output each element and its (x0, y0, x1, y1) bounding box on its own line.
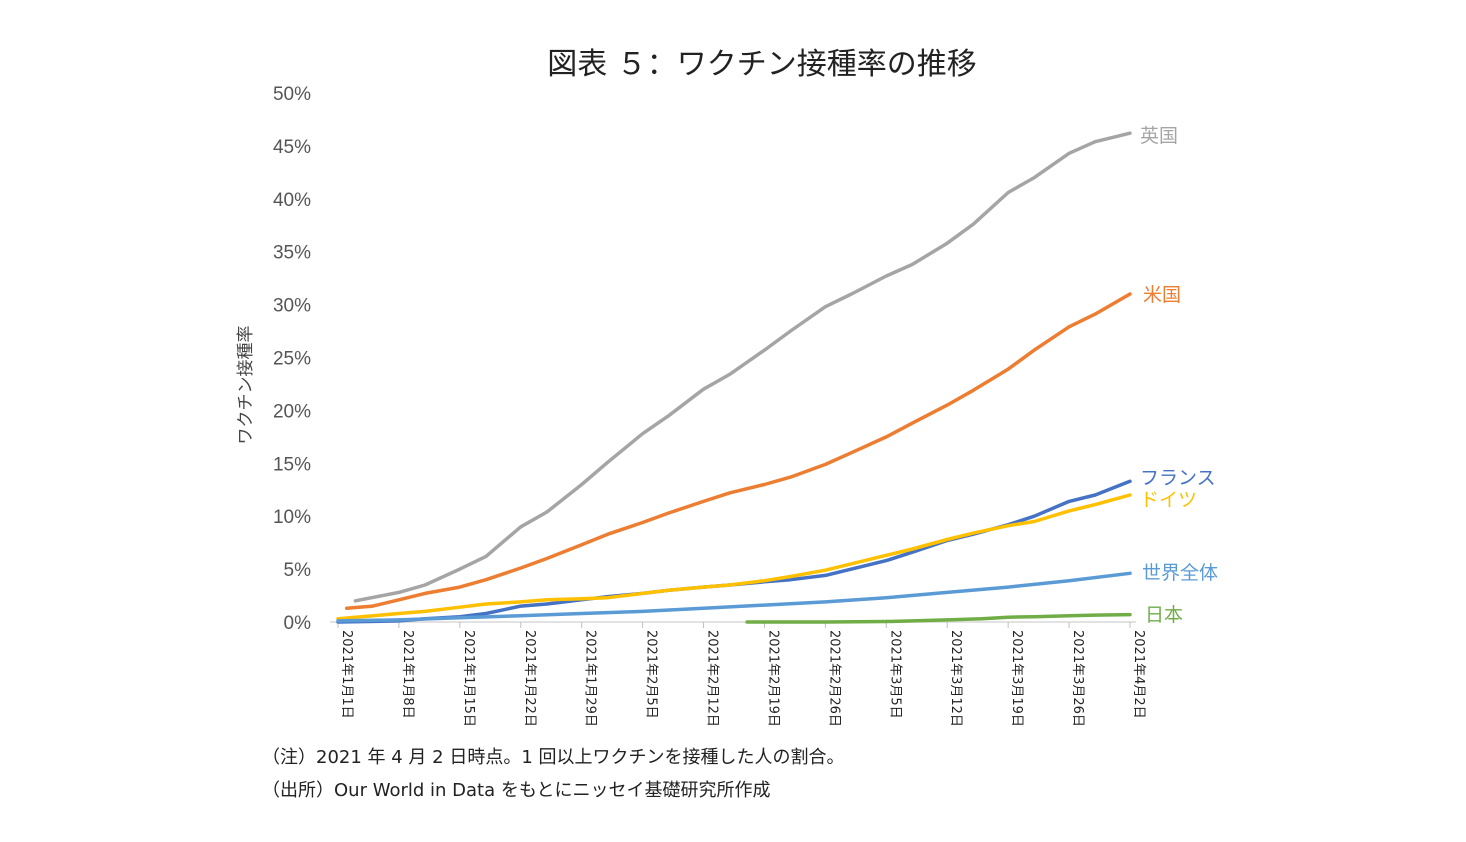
x-tick-label: 2021年3月12日 (948, 630, 963, 727)
series-label: ドイツ (1140, 489, 1197, 511)
y-tick-label: 50% (273, 84, 311, 105)
series-line (353, 131, 1132, 603)
y-axis-label: ワクチン接種率 (236, 326, 256, 445)
y-tick-label: 30% (273, 296, 311, 317)
series-label: 英国 (1140, 125, 1178, 147)
series-label: 世界全体 (1142, 562, 1218, 584)
x-tick-label: 2021年1月8日 (400, 630, 415, 719)
y-tick-label: 5% (284, 560, 312, 581)
x-tick-label: 2021年3月19日 (1009, 630, 1024, 727)
x-tick-label: 2021年3月26日 (1070, 630, 1085, 727)
series-label: フランス (1140, 467, 1216, 489)
y-tick-label: 10% (273, 507, 311, 528)
x-tick-label: 2021年2月5日 (644, 630, 659, 719)
x-tick-label: 2021年1月22日 (522, 630, 537, 727)
series-line (344, 292, 1132, 610)
vaccination-rate-chart: 図表 ５：ワクチン接種率の推移 ワクチン接種率 0% 5% 10% 15% 20% 25%… (236, 47, 1218, 727)
chart-source: （出所）Our World in Data をもとにニッセイ基礎研究所作成 (262, 780, 771, 801)
x-tick-label: 2021年2月12日 (705, 630, 720, 727)
y-tick-label: 20% (273, 401, 311, 422)
y-tick-label: 45% (273, 137, 311, 158)
y-tick-label: 0% (284, 613, 312, 634)
series-label: 米国 (1143, 284, 1181, 306)
x-tick-label: 2021年1月29日 (583, 630, 598, 727)
y-tick-label: 40% (273, 190, 311, 211)
chart-title: 図表 ５：ワクチン接種率の推移 (547, 47, 977, 82)
y-tick-label: 35% (273, 243, 311, 264)
x-tick-label: 2021年1月1日 (339, 630, 354, 719)
x-tick-label: 2021年4月2日 (1131, 630, 1146, 719)
series-line (336, 479, 1132, 624)
x-tick-label: 2021年3月5日 (887, 630, 902, 719)
x-tick-label: 2021年2月26日 (826, 630, 841, 727)
series-line (745, 612, 1132, 624)
x-tick-label: 2021年2月19日 (765, 630, 780, 727)
y-tick-label: 15% (273, 454, 311, 475)
series-line (336, 493, 1132, 621)
y-tick-label: 25% (273, 349, 311, 370)
series-label: 日本 (1145, 604, 1183, 626)
series-line (336, 571, 1132, 623)
x-tick-label: 2021年1月15日 (461, 630, 476, 727)
chart-note: （注）2021 年 4 月 2 日時点。1 回以上ワクチンを接種した人の割合。 (262, 747, 845, 768)
